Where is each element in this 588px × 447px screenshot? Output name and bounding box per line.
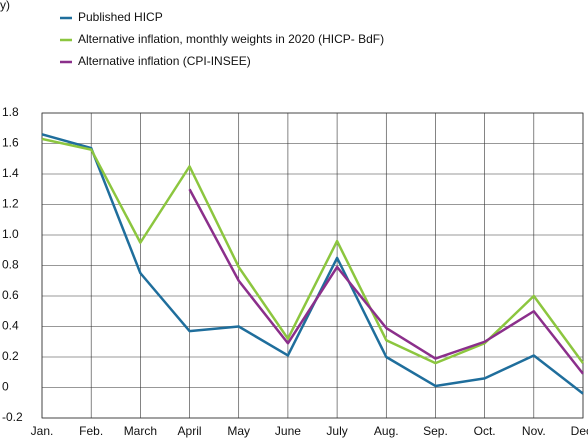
x-tick-label: Sep. — [423, 424, 448, 438]
y-tick-label: -0.2 — [2, 410, 23, 424]
x-tick-label: Aug. — [374, 424, 399, 438]
x-tick-label: June — [275, 424, 301, 438]
y-tick-label: 1.6 — [2, 136, 19, 150]
chart-subtitle: y) — [0, 0, 10, 12]
x-tick-label: Feb. — [79, 424, 103, 438]
legend-label: Published HICP — [78, 10, 163, 24]
plot-frame — [41, 112, 584, 419]
x-tick-label: March — [124, 424, 157, 438]
y-tick-label: 0 — [2, 380, 9, 394]
x-tick-label: Nov. — [522, 424, 546, 438]
legend-label: Alternative inflation, monthly weights i… — [78, 32, 384, 46]
y-tick-label: 1.8 — [2, 105, 19, 119]
x-tick-label: May — [227, 424, 250, 438]
y-tick-label: 0.6 — [2, 288, 19, 302]
y-tick-label: 1.0 — [2, 227, 19, 241]
x-tick-label: Oct. — [474, 424, 496, 438]
y-tick-label: 0.4 — [2, 319, 19, 333]
y-tick-label: 1.2 — [2, 197, 19, 211]
series-line — [188, 188, 584, 375]
x-tick-label: Jan. — [31, 424, 54, 438]
y-tick-label: 0.8 — [2, 258, 19, 272]
x-tick-label: April — [178, 424, 202, 438]
y-tick-label: 0.2 — [2, 349, 19, 363]
legend-label: Alternative inflation (CPI-INSEE) — [78, 54, 251, 68]
y-tick-label: 1.4 — [2, 166, 19, 180]
x-tick-label: July — [326, 424, 347, 438]
series-line — [41, 133, 584, 395]
x-tick-label: Dec. — [571, 424, 588, 438]
series-line — [41, 137, 585, 365]
